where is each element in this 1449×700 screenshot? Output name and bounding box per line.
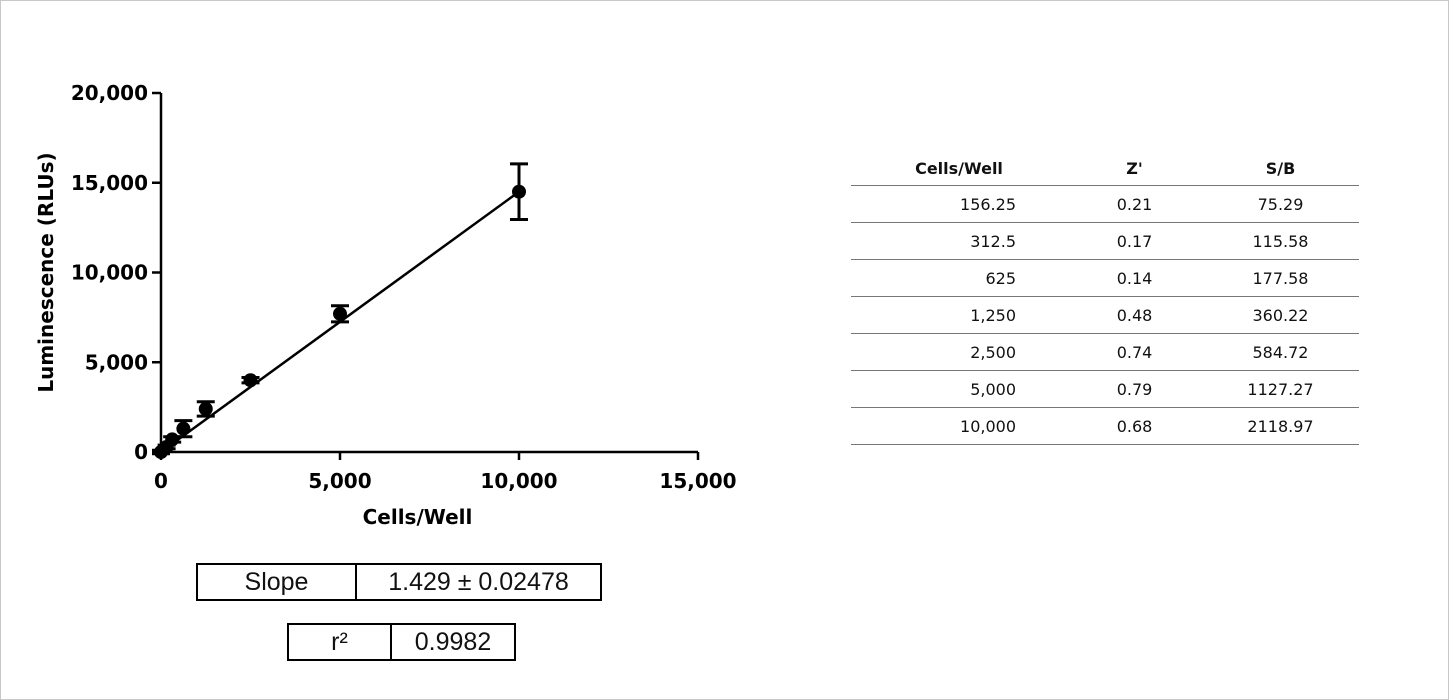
cell-s-b: 360.22 [1202,296,1359,334]
r2-box: r² 0.9982 [287,623,516,661]
table-header-row: Cells/Well Z' S/B [851,151,1359,186]
y-tick-label: 5,000 [85,350,148,374]
y-tick-label: 0 [134,440,148,464]
cell-cells-well: 625 [851,259,1067,297]
data-point [198,401,213,416]
x-axis-title: Cells/Well [363,505,473,529]
y-axis-title: Luminescence (RLUs) [34,152,58,392]
cell-cells-well: 312.5 [851,222,1067,260]
cells-well-table: Cells/Well Z' S/B 156.25 0.21 75.29 312.5 0.… [851,151,1359,445]
y-tick-label: 15,000 [71,171,148,195]
cell-cells-well: 1,250 [851,296,1067,334]
table-row: 312.5 0.17 115.58 [851,222,1359,260]
x-tick-label: 0 [154,469,168,493]
table-row: 156.25 0.21 75.29 [851,185,1359,223]
cell-cells-well: 5,000 [851,370,1067,408]
cell-z-prime: 0.17 [1067,222,1202,260]
table-row: 5,000 0.79 1127.27 [851,370,1359,408]
cell-cells-well: 2,500 [851,333,1067,371]
luminescence-chart: 0 5,000 10,000 15,000 0 5,000 10,000 15,000 20,0… [34,81,737,529]
data-point [512,184,526,199]
table-row: 10,000 0.68 2118.97 [851,407,1359,445]
header-cells-well: Cells/Well [851,151,1067,186]
y-tick-label: 10,000 [71,261,148,285]
table-row: 2,500 0.74 584.72 [851,333,1359,371]
y-tick-label: 20,000 [71,81,148,105]
cell-s-b: 1127.27 [1202,370,1359,408]
slope-value: 1.429 ± 0.02478 [388,567,569,596]
slope-label: Slope [198,565,357,599]
r2-value: 0.9982 [414,627,492,656]
cell-s-b: 75.29 [1202,185,1359,223]
cell-z-prime: 0.48 [1067,296,1202,334]
cell-s-b: 2118.97 [1202,407,1359,445]
table-row: 625 0.14 177.58 [851,259,1359,297]
header-s-b: S/B [1202,151,1359,186]
data-point [165,432,180,447]
cell-s-b: 584.72 [1202,333,1359,371]
data-point [333,306,347,321]
x-tick-label: 15,000 [659,469,736,493]
r2-label: r² [289,625,392,659]
x-tick-label: 5,000 [308,469,371,493]
data-point [243,373,258,388]
cell-z-prime: 0.68 [1067,407,1202,445]
cell-z-prime: 0.74 [1067,333,1202,371]
cell-z-prime: 0.14 [1067,259,1202,297]
header-z-prime: Z' [1067,151,1202,186]
data-point [176,421,191,436]
cell-s-b: 115.58 [1202,222,1359,260]
cell-s-b: 177.58 [1202,259,1359,297]
cell-z-prime: 0.79 [1067,370,1202,408]
cell-z-prime: 0.21 [1067,185,1202,223]
cell-cells-well: 156.25 [851,185,1067,223]
x-tick-label: 10,000 [480,469,557,493]
table-row: 1,250 0.48 360.22 [851,296,1359,334]
slope-box: Slope 1.429 ± 0.02478 [196,563,602,601]
cell-cells-well: 10,000 [851,407,1067,445]
